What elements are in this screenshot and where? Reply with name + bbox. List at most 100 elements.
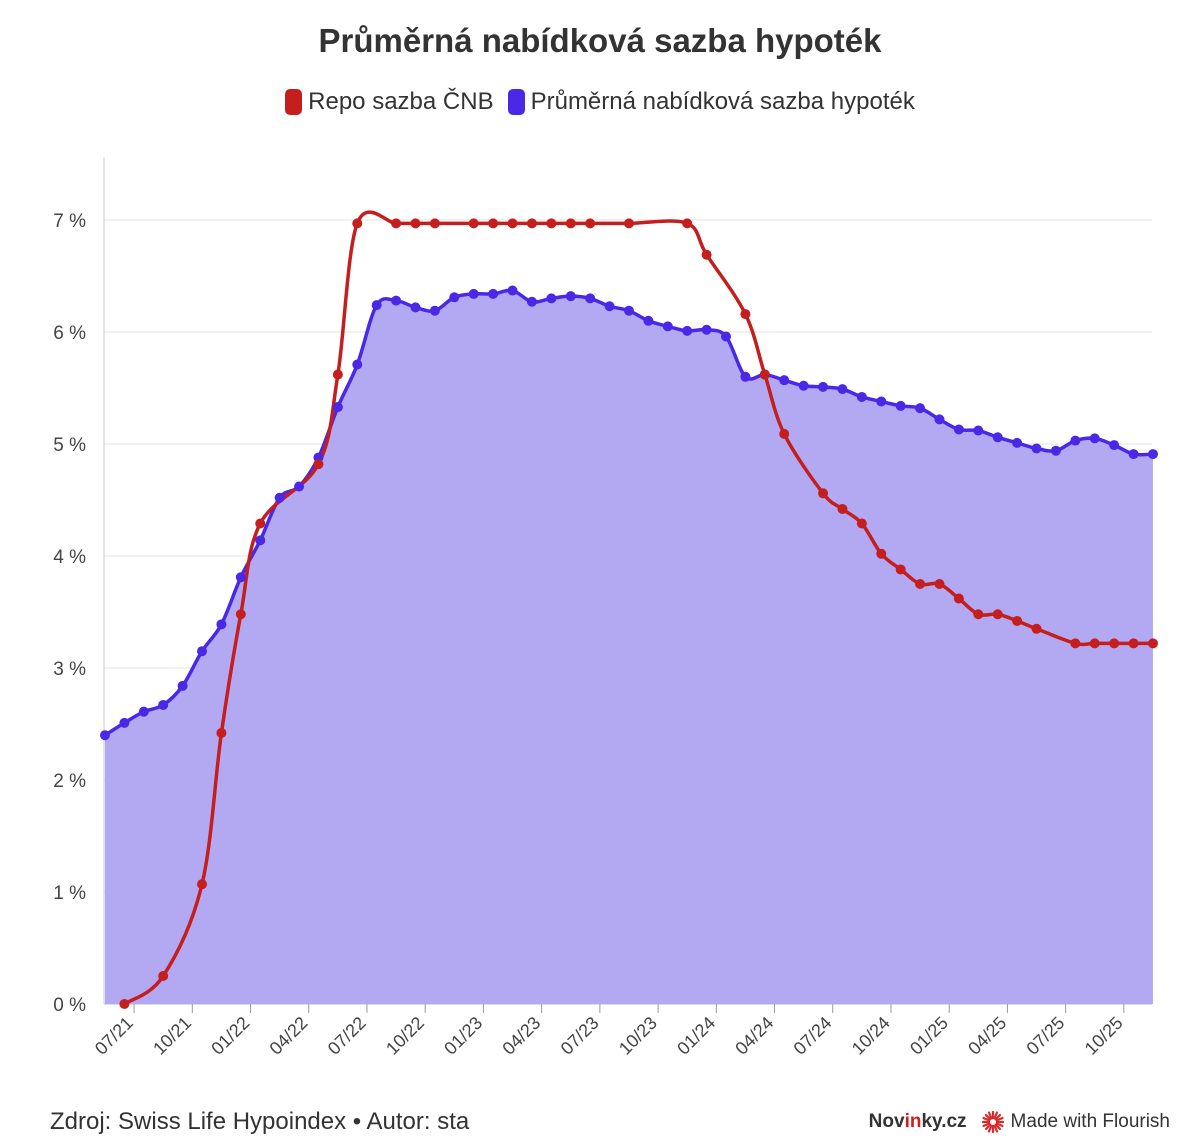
repo-point <box>623 218 634 229</box>
mortgage-point <box>546 293 557 304</box>
repo-point <box>585 218 596 229</box>
repo-point <box>546 218 557 229</box>
x-tick-label: 10/21 <box>149 1013 195 1059</box>
repo-point <box>565 218 576 229</box>
mortgage-point <box>798 380 809 391</box>
mortgage-point <box>449 292 460 303</box>
x-tick-label: 10/24 <box>848 1013 894 1059</box>
mortgage-point <box>973 425 984 436</box>
mortgage-point <box>488 288 499 299</box>
repo-point <box>468 218 479 229</box>
mortgage-point <box>1012 437 1023 448</box>
repo-point <box>1128 638 1139 649</box>
flourish-burst-icon <box>981 1110 1004 1134</box>
repo-point <box>682 218 693 229</box>
mortgage-point <box>391 295 402 306</box>
repo-point <box>119 999 130 1009</box>
repo-point <box>158 971 169 981</box>
repo-point <box>856 518 867 529</box>
mortgage-point <box>177 680 188 691</box>
mortgage-point <box>740 371 751 382</box>
repo-point <box>1089 638 1100 649</box>
mortgage-point <box>235 572 246 583</box>
line-chart: 0 % 1 % 2 % 3 % 4 % 5 % 6 % 7 % 07/21 10/21 01/22 0… <box>53 157 1158 1059</box>
flourish-label: Made with Flourish <box>1010 1111 1170 1132</box>
repo-point <box>992 609 1003 620</box>
repo-point <box>391 218 402 229</box>
repo-point <box>410 218 421 229</box>
mortgage-point <box>953 424 964 435</box>
mortgage-point <box>915 403 926 414</box>
repo-point <box>488 218 499 229</box>
x-tick-label: 01/22 <box>207 1013 253 1059</box>
x-tick-label: 07/24 <box>790 1013 836 1059</box>
legend-label-mortgage: Průměrná nabídková sazba hypoték <box>530 88 915 115</box>
repo-point <box>779 428 790 439</box>
mortgage-point <box>818 381 829 392</box>
repo-point <box>1012 615 1023 626</box>
y-tick-label: 4 % <box>53 547 86 568</box>
repo-point <box>818 488 829 499</box>
repo-point <box>1070 638 1081 649</box>
mortgage-point <box>1089 433 1100 444</box>
y-tick-label: 1 % <box>53 883 86 904</box>
mortgage-point <box>623 305 634 316</box>
x-tick-label: 10/23 <box>615 1013 661 1059</box>
y-tick-label: 0 % <box>53 995 86 1016</box>
x-tick-label: 07/23 <box>557 1013 603 1059</box>
repo-point <box>429 218 440 229</box>
mortgage-point <box>604 301 615 312</box>
mortgage-point <box>856 391 867 402</box>
mortgage-point <box>410 302 421 313</box>
mortgage-point <box>468 288 479 299</box>
mortgage-point <box>779 375 790 386</box>
repo-point <box>255 518 266 529</box>
legend-item-repo[interactable]: Repo sazba ČNB <box>285 88 494 116</box>
repo-point <box>1147 638 1158 649</box>
repo-point <box>701 249 712 260</box>
y-tick-label: 6 % <box>53 323 86 344</box>
y-tick-label: 3 % <box>53 659 86 680</box>
repo-point <box>507 218 518 229</box>
repo-point <box>1031 623 1042 634</box>
repo-point <box>526 218 537 229</box>
repo-point <box>235 609 246 620</box>
repo-point <box>352 218 363 229</box>
x-tick-label: 07/22 <box>324 1013 370 1059</box>
brand-accent: in <box>904 1111 922 1132</box>
y-tick-label: 2 % <box>53 771 86 792</box>
x-tick-label: 10/25 <box>1081 1013 1127 1059</box>
mortgage-point <box>255 535 266 546</box>
repo-point <box>895 564 906 575</box>
x-tick-label: 04/23 <box>498 1013 544 1059</box>
mortgage-point <box>895 400 906 411</box>
x-tick-label: 07/21 <box>91 1013 137 1059</box>
mortgage-point <box>99 730 110 741</box>
mortgage-point <box>992 432 1003 443</box>
mortgage-point <box>662 321 673 332</box>
repo-point <box>1109 638 1120 649</box>
repo-point <box>197 879 208 890</box>
mortgage-point <box>1109 440 1120 451</box>
flourish-credit[interactable]: Made with Flourish <box>981 1110 1170 1134</box>
x-tick-label: 01/23 <box>440 1013 486 1059</box>
x-tick-label: 04/24 <box>731 1013 777 1059</box>
mortgage-point <box>1128 449 1139 460</box>
legend-label-repo: Repo sazba ČNB <box>308 88 494 115</box>
mortgage-point <box>352 359 363 370</box>
mortgage-point <box>371 300 382 311</box>
mortgage-point <box>1031 443 1042 454</box>
legend: Repo sazba ČNB Průměrná nabídková sazba … <box>0 88 1200 116</box>
y-tick-label: 7 % <box>53 211 86 232</box>
chart-title: Průměrná nabídková sazba hypoték <box>318 22 882 59</box>
legend-item-mortgage[interactable]: Průměrná nabídková sazba hypoték <box>507 88 915 116</box>
y-tick-label: 5 % <box>53 435 86 456</box>
novinky-logo[interactable]: Novinky.cz <box>869 1111 967 1133</box>
mortgage-point <box>701 324 712 335</box>
repo-point <box>934 579 945 589</box>
x-tick-label: 04/25 <box>964 1013 1010 1059</box>
mortgage-point <box>721 331 732 342</box>
mortgage-point <box>876 396 887 407</box>
mortgage-point <box>294 481 305 492</box>
repo-point <box>876 548 887 559</box>
